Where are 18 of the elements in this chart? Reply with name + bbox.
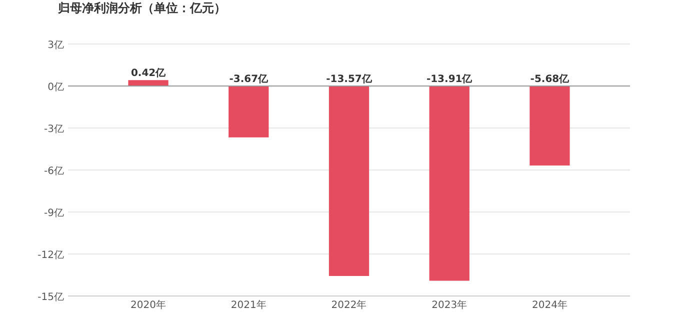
- data-label: -13.57亿: [326, 73, 373, 85]
- y-tick-label: 3亿: [48, 40, 64, 51]
- data-label: 0.42亿: [130, 67, 167, 80]
- y-tick-label: -6亿: [44, 166, 64, 177]
- y-tick-label: 0亿: [48, 82, 64, 93]
- x-tick-label: 2024年: [532, 299, 568, 311]
- y-tick-label: -12亿: [38, 250, 64, 261]
- data-label: -13.91亿: [426, 73, 474, 85]
- y-tick-label: -3亿: [44, 124, 64, 135]
- x-tick-label: 2020年: [130, 299, 166, 311]
- x-tick-label: 2023年: [432, 299, 468, 311]
- x-tick-label: 2022年: [331, 299, 367, 311]
- x-tick-label: 2021年: [230, 299, 266, 311]
- chart-title: 归母净利润分析（单位：亿元）: [57, 1, 226, 15]
- y-tick-label: -9亿: [44, 208, 64, 219]
- data-label: -5.68亿: [530, 73, 570, 85]
- data-label: -3.67亿: [229, 73, 270, 85]
- y-tick-label: -15亿: [38, 292, 64, 303]
